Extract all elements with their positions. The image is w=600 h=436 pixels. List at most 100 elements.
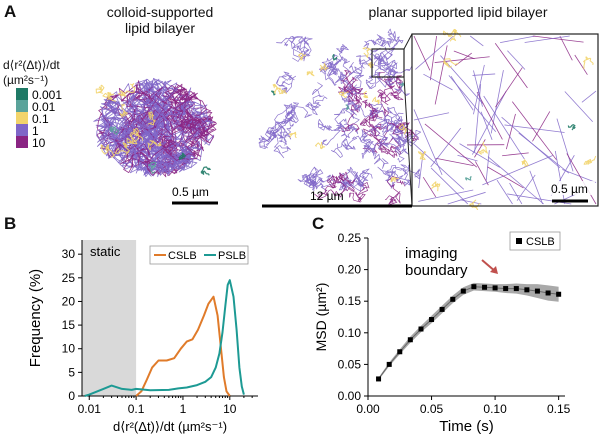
zoom-step-segment [483,95,525,160]
colorbar-swatch [16,100,28,112]
msd-point [450,296,456,302]
zoom-step-segment [418,189,474,202]
y-axis-label: Frequency (%) [27,269,44,367]
y-tick-label: 0.20 [338,263,362,277]
panel-b-chart: static 0 5 10 15 20 25 30 0.01 0.1 1 10 d⟨r²(Δt)⟩/dt… [27,240,258,434]
zoom-step-segment [473,64,485,115]
pslb-trajectory [383,28,404,60]
x-tick-label: 1 [180,402,187,416]
pslb-trajectory [371,141,409,169]
zoom-slow-trajectory [583,155,597,165]
pslb-trajectory [377,164,410,189]
pslb-trajectory [314,172,347,200]
legend-label: PSLB [218,250,246,262]
colorbar-tick-label: 10 [32,136,46,150]
pslb-trajectory [259,131,291,159]
msd-error-band [378,282,559,381]
pslb-trajectory [361,128,381,157]
zoom-step-segment [511,101,557,160]
cslb-trajectory [101,78,196,143]
scalebar-mid-label: 12 µm [310,189,344,203]
x-tick-label: 0.05 [420,402,444,416]
zoom-step-segment [476,91,503,140]
panel-c-letter: C [312,214,325,233]
zoom-step-segment [518,132,570,174]
pslb-trajectory [384,65,413,96]
zoom-step-segment [554,150,566,205]
cslb-static-trajectory [148,161,157,174]
x-tick-label: 0.15 [547,402,571,416]
y-tick-label: 0.25 [338,231,362,245]
zoom-step-segment [494,42,528,89]
y-tick-label: 0.10 [338,326,362,340]
zoom-slow-trajectory [417,151,427,160]
x-tick-label: 0.01 [78,402,102,416]
imaging-boundary-label-2: boundary [405,262,468,279]
inset-label-bg [545,181,595,195]
colorbar-label: d⟨r²(Δt)⟩/dt (µm²s⁻¹) [3,58,95,88]
colorbar-tick-label: 0.01 [32,100,56,114]
pslb-trajectory [317,118,346,146]
zoom-step-segment [485,150,490,182]
colorbar-swatch [16,124,28,136]
zoom-step-segment [509,182,523,205]
msd-point [460,288,466,294]
pslb-static-trajectory [332,54,338,61]
pslb-trajectory [349,55,374,79]
cslb-trajectory [96,99,184,177]
colorbar-tick-label: 1 [32,124,39,138]
pslb-slow-trajectory [314,141,326,150]
zoom-step-segment [500,35,536,43]
y-tick-label: 20 [62,294,76,308]
msd-point [534,288,540,294]
legend-label: CSLB [168,250,197,262]
colorbar-swatch [16,88,28,100]
pslb-trajectory [365,67,398,90]
cslb-slow-trajectory [102,92,117,102]
pslb-trajectory [352,168,373,192]
zoom-step-segment [581,90,597,103]
msd-point [524,287,530,293]
zoom-step-segment [524,35,570,43]
cslb-slow-trajectory [95,84,105,94]
msd-point [407,337,413,343]
pslb-slow-trajectory [338,91,349,99]
zoom-step-segment [429,35,438,81]
zoom-slow-trajectory [430,181,441,192]
scalebar-inset-label: 0.5 µm [551,182,588,196]
pslb-slow-trajectory [362,47,372,58]
cslb-slow-trajectory [100,144,115,158]
pslb-slow-trajectory [363,90,369,99]
zoom-slow-trajectory [469,199,481,210]
cslb-slow-trajectory [147,140,162,151]
zoom-static-trajectory [465,176,472,181]
zoom-step-segment [415,35,454,70]
pslb-trajectory [331,123,359,158]
zoom-step-segment [566,153,597,205]
zoom-step-segment [516,174,536,201]
zoom-step-segment [472,73,496,76]
y-tick-label: 0.15 [338,294,362,308]
pslb-trajectory [342,181,370,203]
pslb-static-trajectory [345,104,350,110]
colorbar-label-line-1: d⟨r²(Δt)⟩/dt [3,58,60,72]
legend-box [149,245,249,265]
zoom-step-segment [450,75,474,111]
zoom-static-trajectory [567,124,576,131]
cslb-slow-trajectory [126,135,143,145]
cslb-slow-trajectory [129,127,140,140]
y-tick-label: 15 [62,318,76,332]
title-left-line-2: lipid bilayer [124,20,196,36]
zoom-step-segment [473,70,483,107]
pslb-trajectory [341,95,363,133]
msd-point [556,291,562,297]
imaging-boundary-label-1: imaging [405,245,458,262]
title-left-line-1: colloid-supported [106,4,214,20]
zoom-step-segment [434,56,490,63]
y-tick-label: 30 [62,247,76,261]
zoom-step-segment [453,50,475,60]
zoom-region-box [371,48,405,78]
pslb-slow-trajectory [371,96,380,105]
y-tick-label: 0.05 [338,357,362,371]
